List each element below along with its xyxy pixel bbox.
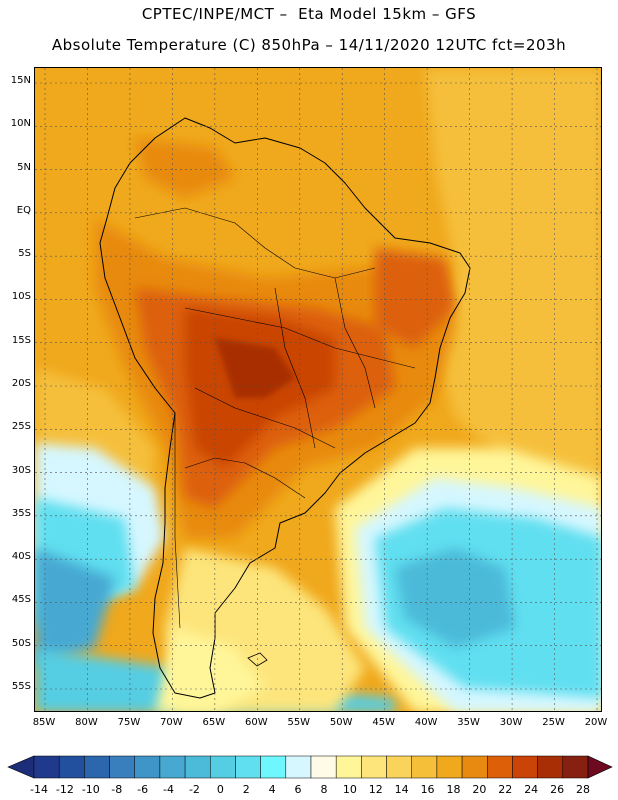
map-frame xyxy=(34,67,602,712)
longitude-label: 80W xyxy=(75,717,98,728)
latitude-label: 45S xyxy=(11,594,31,606)
latitude-label: 10N xyxy=(10,118,31,130)
colorbar-tick-label: 24 xyxy=(524,783,539,796)
latitude-label: 30S xyxy=(11,464,31,476)
temperature-field-minus4-west xyxy=(35,548,115,668)
map-title-line-1: CPTEC/INPE/MCT – Eta Model 15km – GFS xyxy=(141,5,477,23)
colorbar-tick-label: 26 xyxy=(550,783,565,796)
latitude-label: 25S xyxy=(11,421,31,433)
country-border xyxy=(194,387,336,449)
colorbar-swatch xyxy=(386,755,412,779)
colorbar-swatch xyxy=(310,755,337,779)
temperature-field-26-28 xyxy=(215,338,295,398)
latitude-label: 5S xyxy=(18,248,31,260)
colorbar-tick-label: 20 xyxy=(472,783,487,796)
colorbar-swatch xyxy=(260,755,287,779)
longitude-label: 35W xyxy=(457,717,480,728)
colorbar-tick-label: 8 xyxy=(320,783,328,796)
colorbar-swatch xyxy=(210,755,236,779)
colorbar-swatch xyxy=(58,755,85,779)
colorbar-tick-label: -8 xyxy=(111,783,123,796)
colorbar-tick-label: 14 xyxy=(394,783,409,796)
colorbar-swatch xyxy=(235,755,261,779)
latitude-label: 50S xyxy=(11,637,31,649)
colorbar-tick-label: 2 xyxy=(242,783,250,796)
colorbar-tick-label: 6 xyxy=(294,783,302,796)
temperature-field-minus2-south-atlantic xyxy=(395,548,515,648)
coastline xyxy=(99,117,471,699)
latitude-label: 35S xyxy=(11,507,31,519)
colorbar-swatch xyxy=(512,755,538,779)
longitude-label: 55W xyxy=(287,717,311,728)
latitude-label: 55S xyxy=(11,681,31,692)
longitude-label: 60W xyxy=(244,717,268,728)
colorbar-swatch xyxy=(461,755,488,779)
falkland-islands xyxy=(247,652,268,667)
temperature-colorbar xyxy=(7,755,613,779)
latitude-label: EQ xyxy=(16,204,31,216)
temperature-field-20-22-north xyxy=(135,138,235,198)
longitude-label: 75W xyxy=(117,717,141,728)
longitude-label: 20W xyxy=(584,717,608,728)
colorbar-tick-label: -10 xyxy=(81,783,100,796)
colorbar-tick-label: -14 xyxy=(30,783,48,796)
longitude-label: 25W xyxy=(542,717,565,728)
colorbar-tick-label: 16 xyxy=(420,783,435,796)
colorbar-tick-label: -12 xyxy=(55,783,74,796)
colorbar-swatch xyxy=(411,755,438,779)
longitude-label: 30W xyxy=(499,717,523,728)
temperature-field-16-18 xyxy=(425,68,601,488)
colorbar-tick-label: 22 xyxy=(498,783,513,796)
colorbar-swatch xyxy=(159,755,186,779)
latitude-label: 40S xyxy=(11,551,31,563)
colorbar-tick-label: 12 xyxy=(368,783,383,796)
colorbar-swatch xyxy=(33,755,60,779)
longitude-label: 40W xyxy=(414,717,438,728)
temperature-field-22-24-northeast xyxy=(375,248,455,348)
colorbar-swatch xyxy=(562,755,589,779)
colorbar-swatch xyxy=(436,755,463,779)
longitude-label: 50W xyxy=(329,717,353,728)
latitude-label: 15S xyxy=(11,334,31,346)
colorbar-tick-label: -2 xyxy=(188,783,200,796)
country-border xyxy=(184,307,416,369)
state-border xyxy=(274,287,316,449)
colorbar-swatch xyxy=(109,755,135,779)
country-border xyxy=(184,457,306,499)
latitude-label: 15N xyxy=(10,75,31,86)
colorbar-tick-label: 0 xyxy=(216,783,224,796)
colorbar-tick-label: 18 xyxy=(446,783,461,796)
longitude-label: 70W xyxy=(160,717,183,728)
temperature-map xyxy=(35,68,601,711)
longitude-label: 65W xyxy=(202,717,226,728)
longitude-label: 45W xyxy=(372,717,395,728)
colorbar-swatch xyxy=(184,755,211,779)
colorbar-swatch xyxy=(134,755,161,779)
latitude-label: 5N xyxy=(17,161,31,173)
colorbar-tick-label: -4 xyxy=(163,783,174,796)
latitude-label: 20S xyxy=(11,378,31,389)
colorbar-tick-label: 4 xyxy=(268,783,276,796)
map-title-line-2: Absolute Temperature (C) 850hPa – 14/11/… xyxy=(51,36,567,54)
colorbar-swatch xyxy=(285,755,312,779)
colorbar-tick-label: 10 xyxy=(342,783,357,796)
state-border xyxy=(334,277,376,409)
colorbar-tick-label: -6 xyxy=(137,783,149,796)
colorbar-tick-label: 28 xyxy=(576,783,590,796)
colorbar-low-arrow xyxy=(7,755,35,779)
country-border xyxy=(174,413,181,629)
latitude-label: 10S xyxy=(11,291,31,303)
colorbar-swatch xyxy=(335,755,362,779)
colorbar-swatch xyxy=(361,755,387,779)
longitude-label: 85W xyxy=(32,717,56,728)
colorbar-high-arrow xyxy=(587,755,613,779)
colorbar-swatch xyxy=(537,755,564,779)
colorbar-swatch xyxy=(84,755,110,779)
colorbar-swatch xyxy=(487,755,513,779)
